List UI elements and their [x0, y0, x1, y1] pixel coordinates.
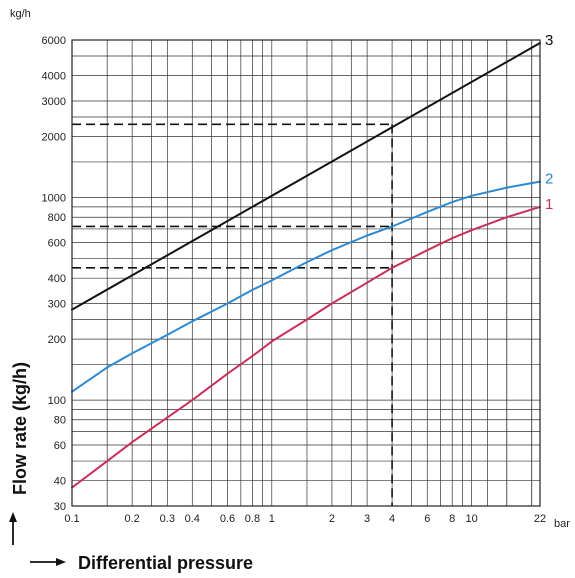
x-tick-label: 0.1: [64, 513, 79, 525]
x-tick-label: 0.4: [185, 513, 200, 525]
series-label-2: 2: [545, 171, 553, 188]
y-tick-label: 100: [48, 395, 66, 407]
x-tick-label: 8: [449, 513, 455, 525]
y-tick-label: 30: [54, 501, 66, 513]
y-tick-label: 60: [54, 440, 66, 452]
series-line-3: [71, 42, 541, 311]
grid: [71, 39, 541, 507]
x-tick-label: 0.8: [245, 513, 260, 525]
series-labels: 1 2 3: [545, 32, 553, 213]
x-tick-label: 1: [269, 513, 275, 525]
series-group: [71, 42, 541, 489]
y-axis-title-group: Flow rate (kg/h): [10, 362, 30, 495]
x-tick-label: 3: [364, 513, 370, 525]
x-tick-label: 10: [465, 513, 477, 525]
reference-lines: [72, 123, 393, 506]
y-tick-label: 200: [48, 334, 66, 346]
y-axis-title: Flow rate (kg/h): [10, 362, 30, 495]
y-axis-unit: kg/h: [10, 8, 31, 20]
x-tick-label: 0.3: [160, 513, 175, 525]
x-tick-label: 2: [329, 513, 335, 525]
y-tick-label: 80: [54, 415, 66, 427]
series-label-3: 3: [545, 32, 553, 49]
y-axis-arrow-icon: [9, 512, 17, 545]
y-tick-label: 6000: [42, 35, 66, 47]
x-tick-label: 4: [389, 513, 395, 525]
series-line-2: [71, 180, 541, 393]
y-tick-label: 800: [48, 212, 66, 224]
x-tick-label: 0.2: [124, 513, 139, 525]
x-tick-label: 22: [534, 513, 546, 525]
y-tick-label: 3000: [42, 96, 66, 108]
series-label-1: 1: [545, 196, 553, 213]
y-tick-label: 4000: [42, 71, 66, 83]
y-tick-label: 40: [54, 476, 66, 488]
y-tick-labels: 30 40 60 80 100 200 300 400 600 800 1000 2000 3000 40…: [42, 35, 66, 513]
series-line-1: [71, 205, 541, 489]
y-tick-label: 400: [48, 273, 66, 285]
x-tick-label: 6: [424, 513, 430, 525]
x-axis-arrow-icon: [30, 558, 66, 566]
y-tick-label: 2000: [42, 132, 66, 144]
x-axis-unit: bar: [554, 518, 570, 530]
x-axis-title: Differential pressure: [78, 553, 253, 573]
plot-frame: [71, 39, 541, 507]
y-tick-label: 300: [48, 298, 66, 310]
y-tick-label: 1000: [42, 193, 66, 205]
x-tick-labels: 0.1 0.2 0.3 0.4 0.6 0.8 1 2 3 4 6 8 10 22: [64, 513, 546, 525]
y-tick-label: 600: [48, 238, 66, 250]
x-tick-label: 0.6: [220, 513, 235, 525]
